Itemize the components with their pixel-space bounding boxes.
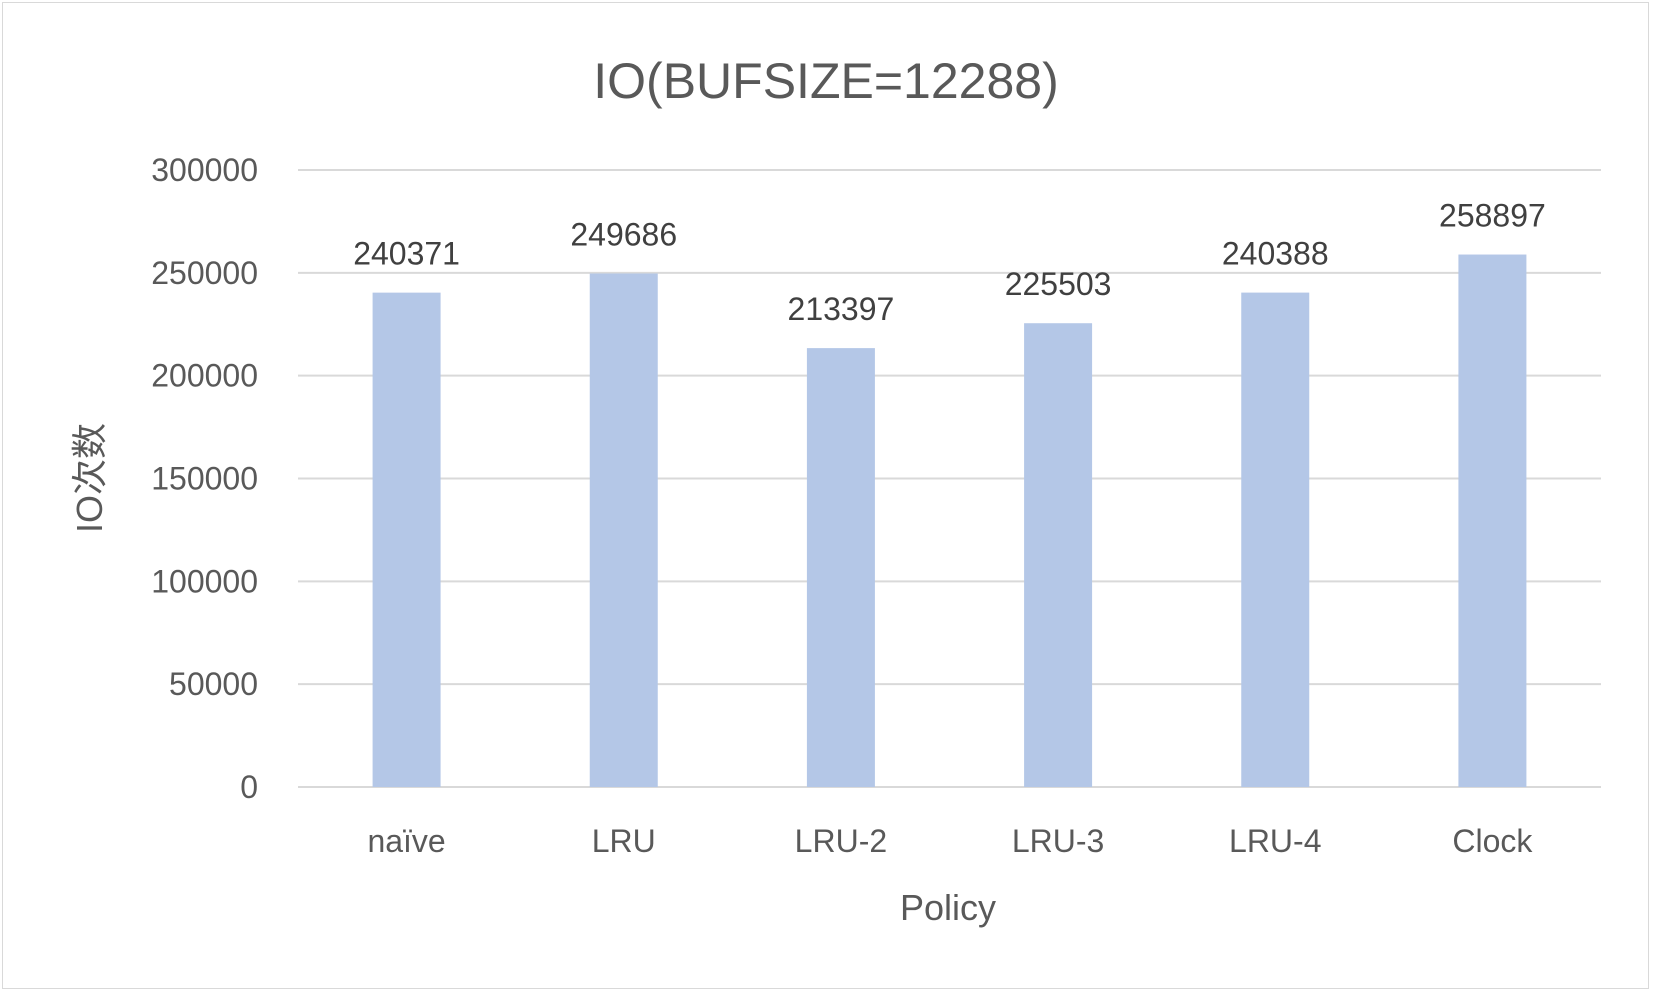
x-tick-label: Clock (1452, 823, 1533, 859)
data-label: 249686 (570, 216, 677, 252)
bar (372, 292, 441, 787)
data-label: 258897 (1439, 198, 1546, 234)
bar (1024, 323, 1093, 787)
bar (1241, 292, 1310, 787)
gridlines (298, 169, 1601, 788)
y-tick-label: 150000 (151, 461, 258, 497)
bar (589, 273, 658, 787)
y-axis-label: IO次数 (69, 423, 110, 533)
x-tick-label: LRU-2 (795, 823, 887, 859)
x-tick-label: LRU-3 (1012, 823, 1104, 859)
y-tick-label: 50000 (169, 666, 258, 702)
y-tick-label: 250000 (151, 255, 258, 291)
chart-title: IO(BUFSIZE=12288) (593, 53, 1058, 109)
y-tick-label: 300000 (151, 152, 258, 188)
data-labels: 240371 249686 213397 225503 240388 258897 (353, 198, 1546, 328)
data-label: 213397 (788, 291, 895, 327)
bar (806, 348, 875, 787)
data-label: 225503 (1005, 266, 1112, 302)
y-tick-label: 100000 (151, 563, 258, 599)
data-label: 240371 (353, 236, 460, 272)
x-tick-label: LRU (592, 823, 656, 859)
x-tick-label: LRU-4 (1229, 823, 1321, 859)
x-axis-label: Policy (900, 887, 996, 928)
y-tick-label: 0 (240, 769, 258, 805)
bars (372, 254, 1527, 788)
x-axis-ticks: naïve LRU LRU-2 LRU-3 LRU-4 Clock (367, 823, 1533, 859)
data-label: 240388 (1222, 236, 1329, 272)
bar (1458, 254, 1527, 788)
y-tick-label: 200000 (151, 358, 258, 394)
x-tick-label: naïve (367, 823, 445, 859)
y-axis-ticks: 0 50000 100000 150000 200000 250000 300000 (151, 152, 258, 805)
